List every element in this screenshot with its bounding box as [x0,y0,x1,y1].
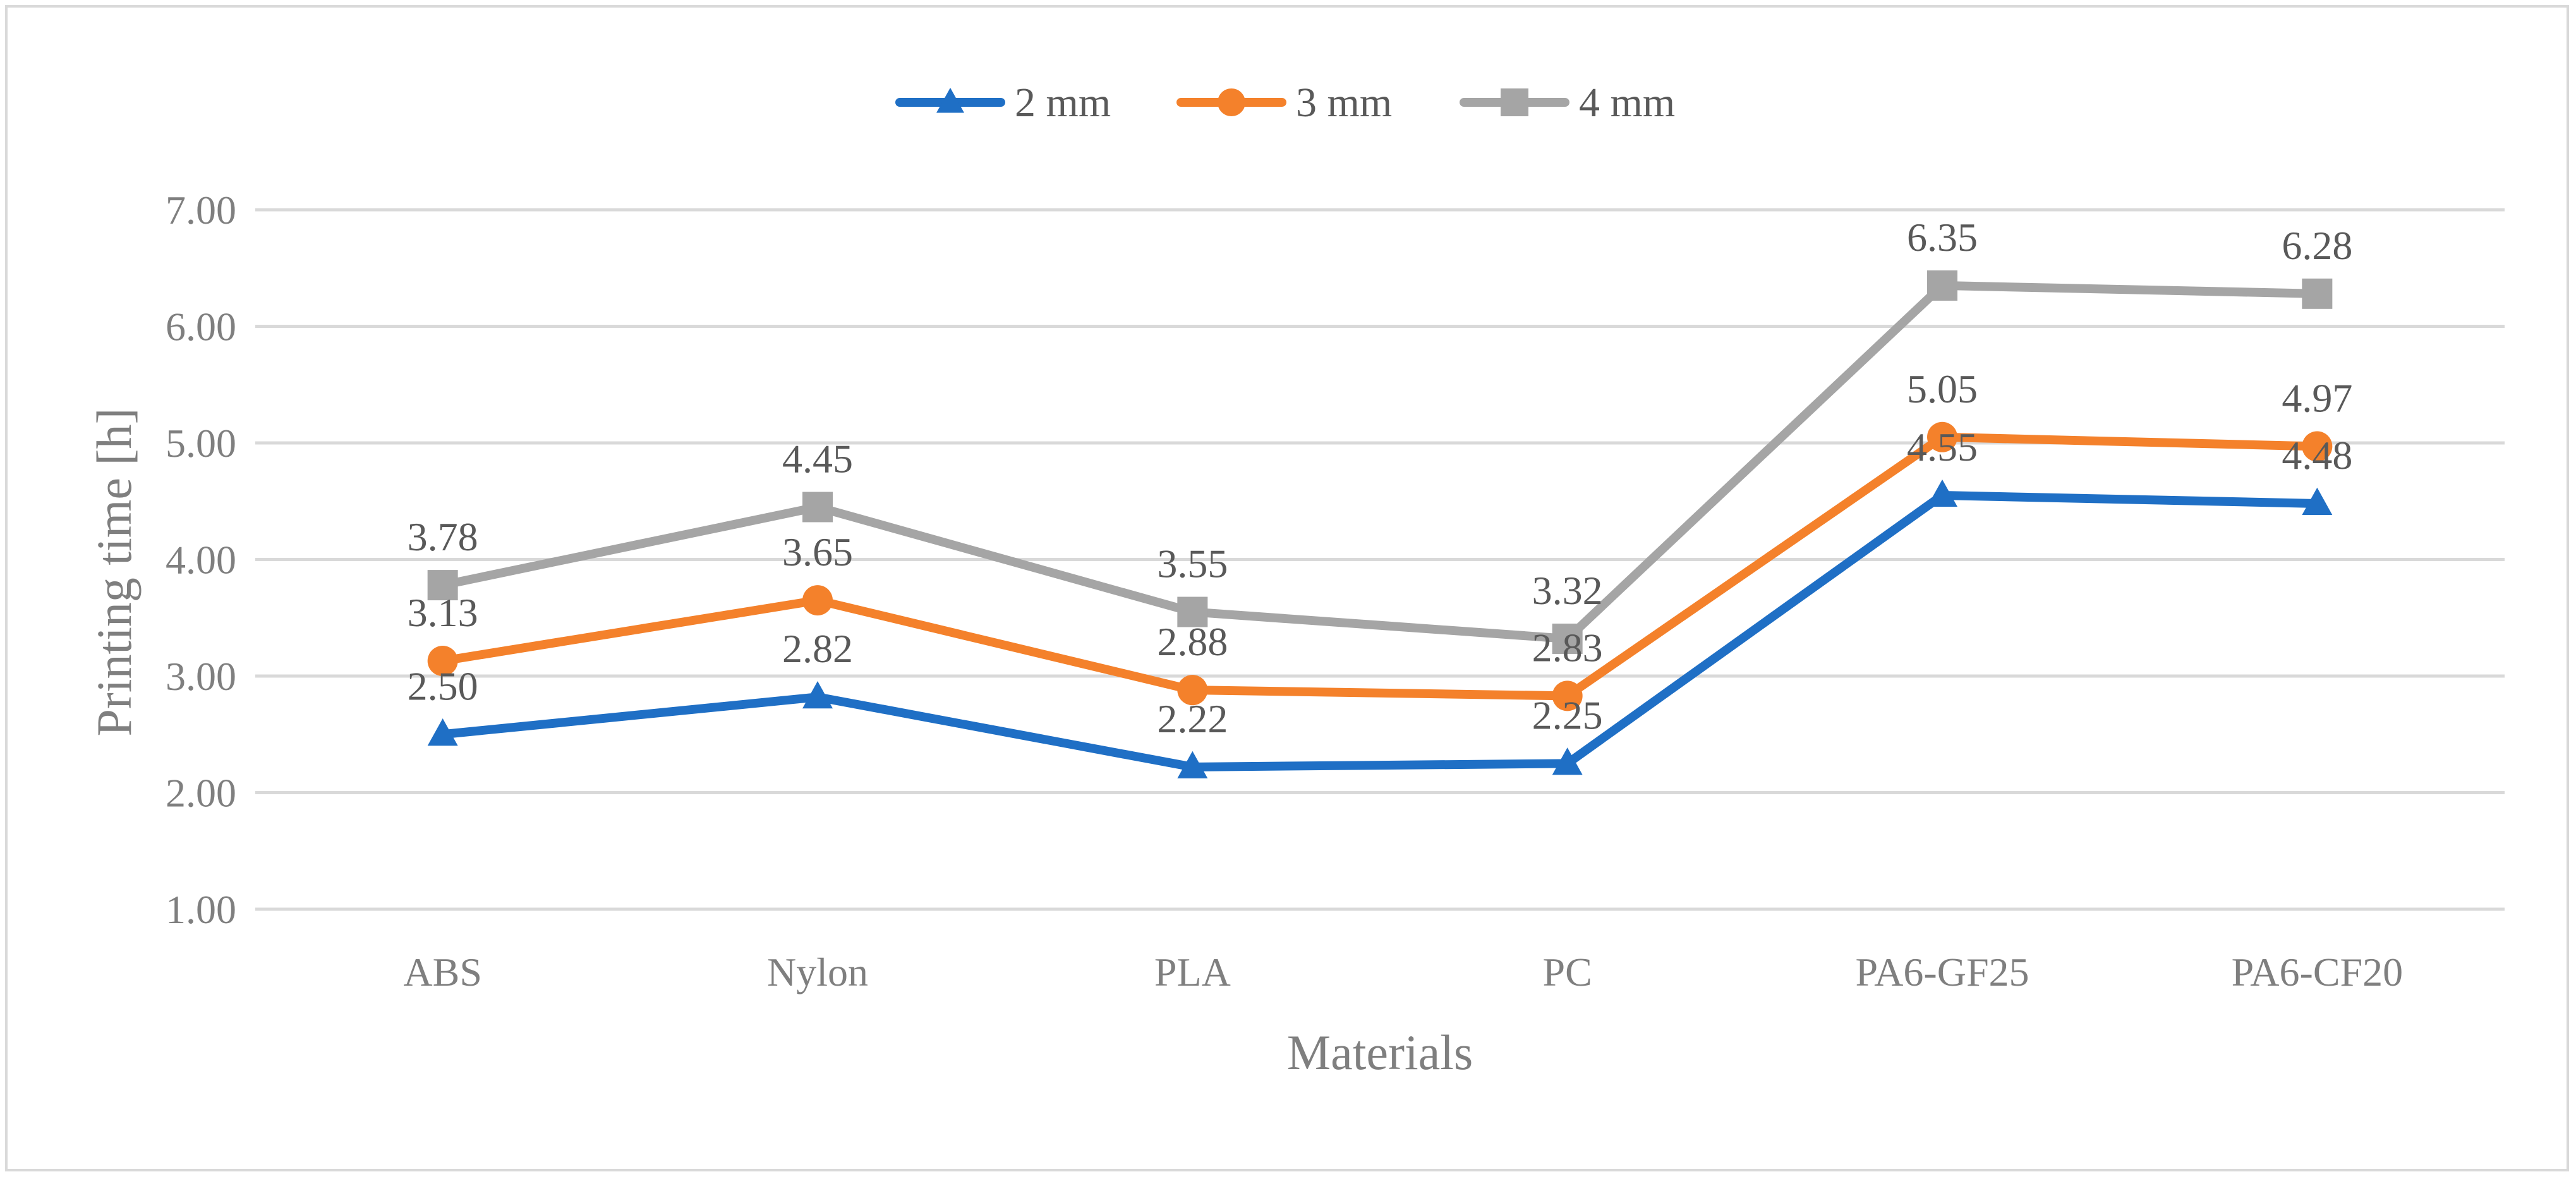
data-label-4-mm: 3.78 [408,514,478,559]
x-tick-label: PA6-GF25 [1855,950,2029,995]
data-label-2-mm: 2.50 [408,663,478,708]
x-tick-label: PC [1543,950,1592,995]
series-line-4-mm [438,281,2322,643]
data-label-3-mm: 4.97 [2282,376,2352,421]
data-label-2-mm: 2.82 [782,626,853,671]
data-label-4-mm: 3.55 [1157,541,1228,586]
data-point-4-mm [1552,623,1583,654]
x-tick-label: Nylon [767,950,868,995]
data-point-3-mm [802,585,833,616]
legend-item-2-mm: 2 mm [895,80,1111,126]
series-line-3-mm [438,432,2322,701]
series-3-mm [427,421,2333,711]
data-label-4-mm: 4.45 [782,436,853,481]
y-tick-label: 4.00 [166,538,236,583]
x-tick-label: ABS [403,950,482,995]
y-tick-label: 2.00 [166,771,236,816]
data-label-2-mm: 2.25 [1532,692,1603,737]
y-tick-label: 1.00 [166,887,236,932]
data-label-3-mm: 2.88 [1157,619,1228,664]
data-label-2-mm: 4.48 [2282,433,2352,478]
data-point-3-mm [1552,680,1583,711]
data-label-4-mm: 3.32 [1532,568,1603,613]
data-point-2-mm [1552,747,1583,775]
legend-item-3-mm: 3 mm [1176,80,1392,126]
data-point-4-mm [1927,270,1957,301]
data-point-3-mm [1177,675,1208,706]
legend-marker-4-mm [1501,88,1528,116]
y-tick-label: 7.00 [166,188,236,233]
chart-frame: 1.00 2.00 3.00 4.00 5.00 6.00 7.00 ABS Nylon PLA P… [5,5,2569,1171]
data-label-3-mm: 3.13 [408,590,478,635]
data-point-2-mm [1177,751,1208,778]
data-point-4-mm [2302,278,2333,309]
series-line-2-mm [438,491,2322,771]
gridlines [255,208,2505,911]
data-point-4-mm [1177,596,1208,627]
data-point-2-mm [2302,487,2333,515]
legend-item-4-mm: 4 mm [1460,80,1675,126]
data-label-4-mm: 6.28 [2282,223,2352,268]
legend-label-3-mm: 3 mm [1296,80,1392,126]
x-tick-label: PLA [1154,950,1231,995]
data-label-3-mm: 3.65 [782,529,853,574]
data-label-3-mm: 5.05 [1907,366,1978,411]
y-axis-title: Printing time [h] [87,408,142,737]
data-label-2-mm: 4.55 [1907,425,1978,469]
series-2-mm [427,479,2333,778]
y-tick-label: 5.00 [166,421,236,466]
y-tick-label: 6.00 [166,305,236,349]
data-label-3-mm: 2.83 [1532,625,1603,670]
data-point-2-mm [802,681,833,709]
y-tick-label: 3.00 [166,654,236,699]
legend-label-2-mm: 2 mm [1015,80,1111,126]
data-point-3-mm [2302,431,2333,462]
legend-label-4-mm: 4 mm [1579,80,1675,126]
data-point-4-mm [427,570,458,601]
legend-marker-2-mm [936,87,964,113]
legend-marker-3-mm [1218,88,1245,116]
x-tick-label: PA6-CF20 [2232,950,2404,995]
series-4-mm [427,270,2333,654]
data-point-3-mm [1927,421,1957,452]
data-point-3-mm [427,646,458,677]
data-point-2-mm [1927,479,1957,507]
line-chart: 1.00 2.00 3.00 4.00 5.00 6.00 7.00 ABS Nylon PLA P… [87,80,2505,1080]
x-axis-title: Materials [1287,1025,1473,1080]
data-point-4-mm [802,492,833,523]
data-label-4-mm: 6.35 [1907,215,1978,260]
data-label-2-mm: 2.22 [1157,696,1228,741]
data-point-2-mm [427,718,458,746]
